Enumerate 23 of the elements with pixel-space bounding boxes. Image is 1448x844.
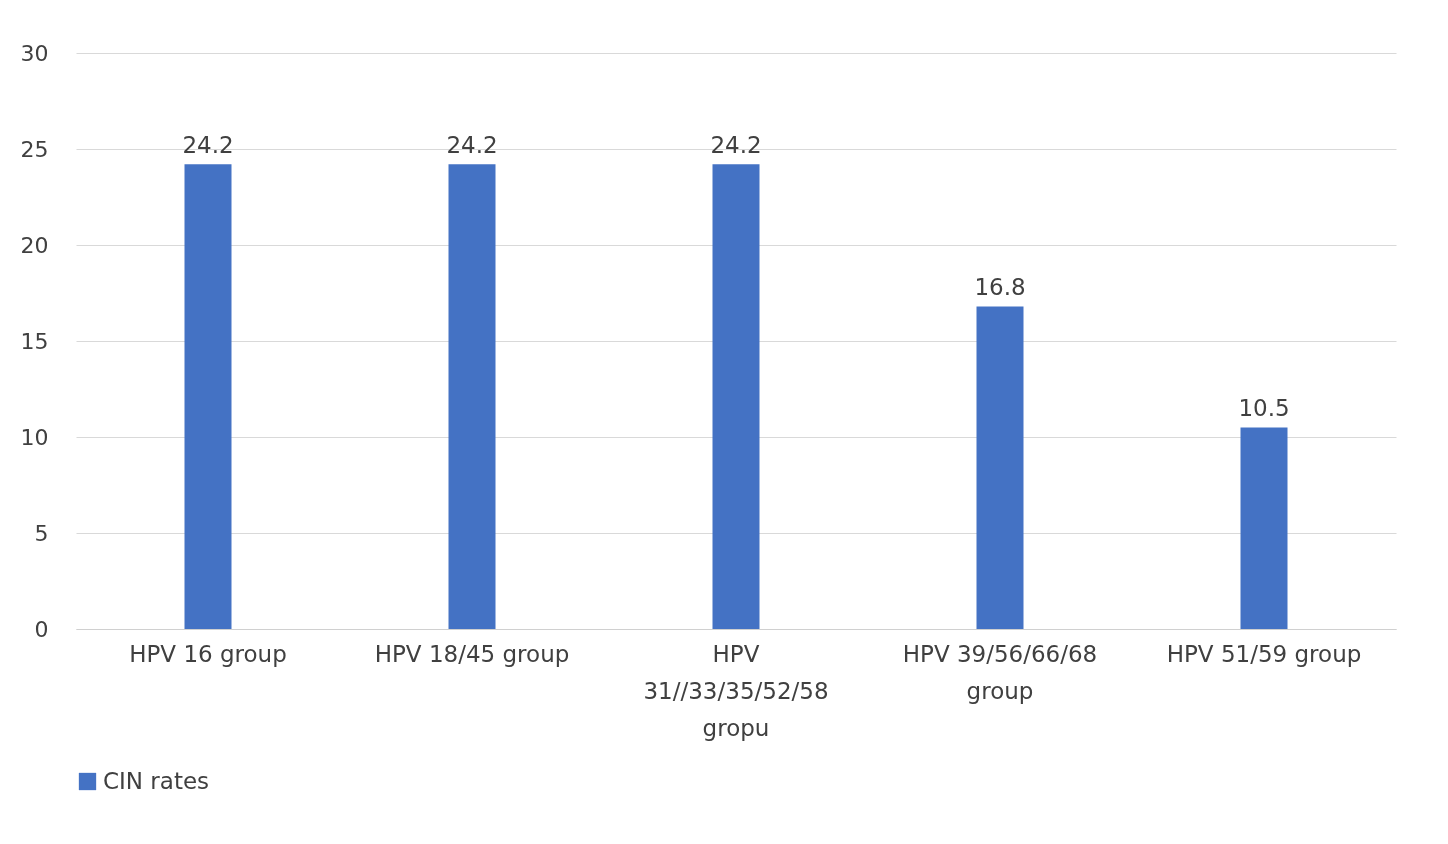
data-label: 24.2 [710,132,762,159]
y-tick-label: 25 [20,136,49,162]
y-tick-label: 30 [20,40,49,66]
data-label: 24.2 [446,132,498,159]
y-tick-label: 15 [20,328,49,354]
y-tick-label: 20 [20,232,49,258]
x-tick-label: HPV 18/45 group [374,640,570,667]
bar [712,164,760,629]
data-label: 24.2 [182,132,234,159]
y-tick-label: 0 [34,616,49,642]
bar [1240,427,1288,629]
y-tick-label: 10 [20,424,49,450]
data-label: 10.5 [1238,395,1290,422]
bar [184,164,232,629]
bar [448,164,496,629]
bar [976,306,1024,629]
x-tick-label: HPV 51/59 group [1166,640,1362,667]
x-tick-label: HPV 31//33/35/52/58 gropu [643,640,829,741]
y-tick-label: 5 [34,520,49,546]
x-tick-label: HPV 16 group [129,640,287,667]
x-tick-label: HPV 39/56/66/68 group [902,640,1098,704]
data-label: 16.8 [974,274,1026,301]
legend-label: CIN rates [103,767,210,794]
